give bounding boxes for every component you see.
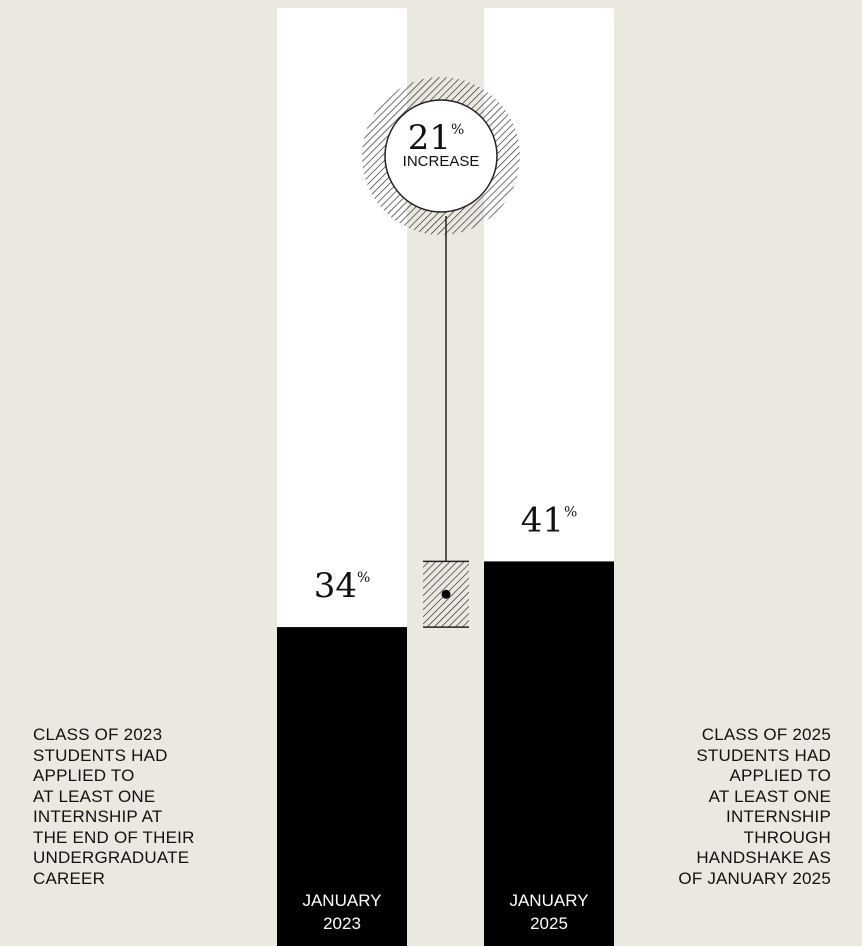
increase-value: 21% — [408, 118, 465, 158]
category-label-0-0: JANUARY — [302, 891, 381, 910]
bracket-dot — [441, 589, 451, 599]
right-description: CLASS OF 2025 STUDENTS HAD APPLIED TO AT… — [678, 725, 831, 888]
value-label-1: 41% — [521, 500, 578, 540]
left-description: CLASS OF 2023 STUDENTS HAD APPLIED TO AT… — [33, 725, 195, 888]
bar-1 — [484, 561, 614, 946]
category-label-0-1: 2023 — [323, 914, 361, 933]
bar-0 — [277, 627, 407, 946]
category-label-1-0: JANUARY — [509, 891, 588, 910]
increase-badge — [384, 99, 498, 213]
category-label-1-1: 2025 — [530, 914, 568, 933]
value-label-0: 34% — [314, 566, 371, 606]
increase-label: INCREASE — [403, 153, 480, 170]
